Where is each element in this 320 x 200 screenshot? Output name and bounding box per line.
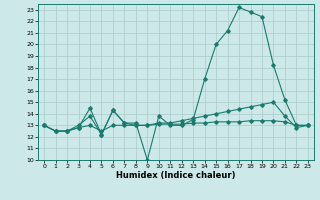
X-axis label: Humidex (Indice chaleur): Humidex (Indice chaleur): [116, 171, 236, 180]
